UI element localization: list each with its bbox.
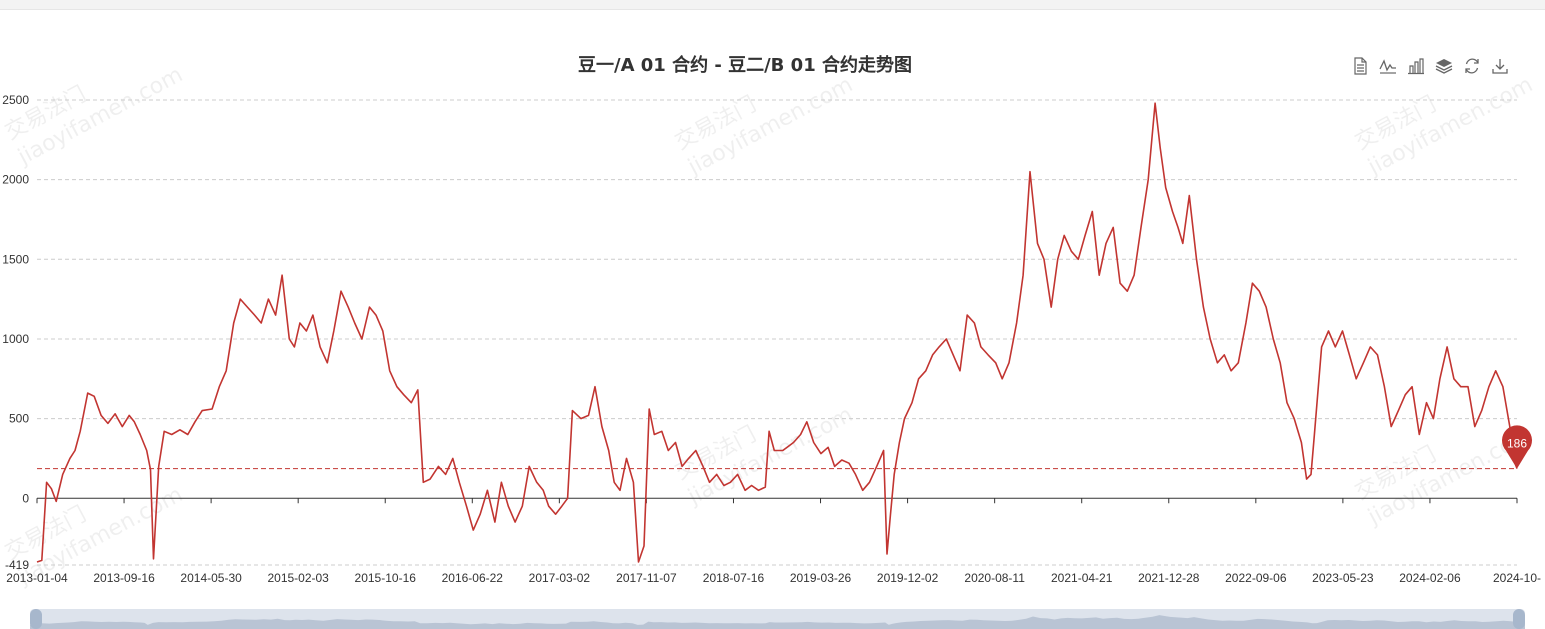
- x-tick-label: 2013-01-04: [6, 571, 68, 585]
- x-tick-label: 2017-03-02: [529, 571, 591, 585]
- mark-point-label: 186: [1507, 437, 1527, 451]
- stack-icon[interactable]: [1434, 56, 1454, 76]
- y-tick-label: 2000: [2, 173, 29, 187]
- x-tick-label: 2015-02-03: [267, 571, 329, 585]
- slider-left-handle[interactable]: [30, 609, 42, 629]
- y-tick-label: 0: [22, 491, 29, 505]
- chart-title: 豆一/A 01 合约 - 豆二/B 01 合约走势图: [578, 55, 912, 76]
- top-bar: [0, 0, 1545, 10]
- mark-point[interactable]: 186: [1501, 425, 1532, 469]
- y-tick-label: 1000: [2, 332, 29, 346]
- y-tick-label: -419: [5, 558, 29, 572]
- x-tick-label: 2019-12-02: [877, 571, 939, 585]
- grid-lines: [37, 99, 1517, 566]
- x-tick-label: 2023-05-23: [1312, 571, 1374, 585]
- x-axis: 2013-01-04 2013-09-16 2014-05-30 2015-02-03…: [6, 498, 1541, 585]
- x-tick-label: 2015-10-16: [355, 571, 417, 585]
- slider-right-handle[interactable]: [1513, 609, 1525, 629]
- bar-chart-icon[interactable]: [1406, 56, 1426, 76]
- x-tick-label: 2021-04-21: [1051, 571, 1113, 585]
- line-chart-icon[interactable]: [1378, 56, 1398, 76]
- datazoom-slider[interactable]: [30, 609, 1525, 629]
- y-tick-label: 1500: [2, 252, 29, 266]
- x-tick-label: 2024-02-06: [1399, 571, 1461, 585]
- chart-toolbox: [1350, 56, 1510, 76]
- series-layer: [36, 102, 1518, 563]
- x-tick-label: 2018-07-16: [703, 571, 765, 585]
- y-tick-label: 500: [9, 412, 29, 426]
- x-tick-label: 2017-11-07: [616, 571, 677, 585]
- x-tick-label: 2016-06-22: [442, 571, 504, 585]
- y-axis: 2500 2000 1500 1000 500 0 -419: [2, 93, 29, 572]
- download-icon[interactable]: [1490, 56, 1510, 76]
- x-tick-label: 2022-09-06: [1225, 571, 1287, 585]
- series-line: [36, 102, 1518, 563]
- slider-data-shadow: [30, 615, 1525, 629]
- x-tick-label: 2024-10-: [1493, 571, 1541, 585]
- x-tick-label: 2013-09-16: [93, 571, 155, 585]
- x-tick-label: 2021-12-28: [1138, 571, 1200, 585]
- y-tick-label: 2500: [2, 93, 29, 107]
- data-view-icon[interactable]: [1350, 56, 1370, 76]
- x-tick-label: 2014-05-30: [180, 571, 242, 585]
- mark-point-pin: [1501, 425, 1532, 469]
- x-tick-label: 2019-03-26: [790, 571, 852, 585]
- restore-icon[interactable]: [1462, 56, 1482, 76]
- x-tick-label: 2020-08-11: [964, 571, 1025, 585]
